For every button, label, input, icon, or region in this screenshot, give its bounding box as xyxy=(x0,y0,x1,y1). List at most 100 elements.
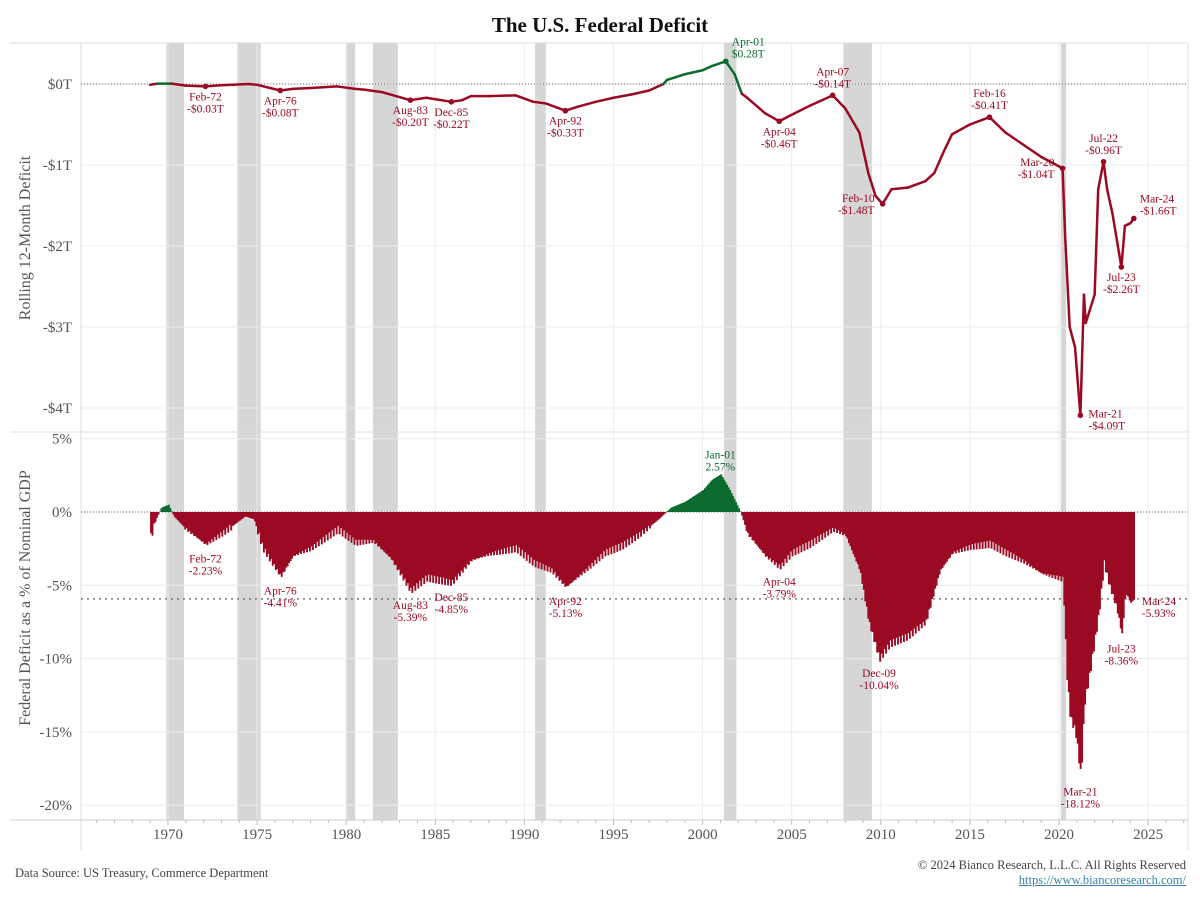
deficit-gdp-bar xyxy=(417,512,420,589)
deficit-gdp-bar xyxy=(824,512,827,538)
annotation-value: -2.23% xyxy=(189,566,223,578)
deficit-gdp-bar xyxy=(362,512,365,545)
deficit-gdp-bar xyxy=(622,512,625,550)
deficit-gdp-bar xyxy=(992,512,994,543)
annotation-value: -$0.08T xyxy=(262,106,299,119)
deficit-gdp-bar xyxy=(901,512,904,636)
top-y-axis-title: Rolling 12-Month Deficit xyxy=(17,155,34,320)
deficit-gdp-bar xyxy=(1125,512,1128,596)
deficit-gdp-bar xyxy=(650,512,653,526)
deficit-gdp-bar xyxy=(972,512,975,550)
deficit-gdp-bar xyxy=(616,512,619,552)
deficit-gdp-bar xyxy=(883,512,886,650)
deficit-gdp-bar xyxy=(892,512,895,640)
deficit-gdp-bar xyxy=(499,512,501,555)
annotation-date: Apr-07 xyxy=(816,66,849,78)
deficit-gdp-bar xyxy=(647,512,650,526)
annotation-label: Jan-012.57% xyxy=(705,449,736,473)
deficit-gdp-bar xyxy=(744,512,746,525)
deficit-gdp-bar xyxy=(513,512,516,553)
deficit-gdp-bar xyxy=(150,512,152,534)
deficit-gdp-bar xyxy=(398,512,400,570)
deficit-gdp-bar xyxy=(230,512,233,531)
annotation-point xyxy=(986,114,993,121)
deficit-gdp-bar xyxy=(224,512,227,535)
deficit-gdp-bar xyxy=(825,512,828,532)
deficit-gdp-bar xyxy=(430,512,433,576)
deficit-gdp-bar xyxy=(646,512,648,532)
deficit-gdp-bar xyxy=(790,512,792,552)
website-link[interactable]: https://www.biancoresearch.com/ xyxy=(1018,873,1186,887)
deficit-gdp-bar xyxy=(1100,512,1103,589)
bottom-y-tick-label: -5% xyxy=(47,578,72,594)
deficit-gdp-bar xyxy=(510,512,513,553)
deficit-gdp-bar xyxy=(258,512,261,533)
deficit-gdp-bar xyxy=(1091,512,1094,655)
deficit-gdp-bar xyxy=(750,512,752,537)
deficit-gdp-bar xyxy=(444,512,446,585)
footer-right: © 2024 Bianco Research, L.L.C. All Right… xyxy=(918,858,1186,888)
deficit-gdp-bar xyxy=(1058,512,1061,577)
deficit-gdp-bar xyxy=(597,512,599,557)
deficit-gdp-bar xyxy=(207,512,210,542)
annotation-point xyxy=(879,201,886,207)
deficit-gdp-bar xyxy=(248,512,250,518)
deficit-gdp-bar xyxy=(649,512,651,529)
annotation-date: Feb-72 xyxy=(189,91,222,103)
deficit-gdp-bar xyxy=(564,512,567,587)
deficit-gdp-bar xyxy=(1078,512,1081,764)
deficit-gdp-bar xyxy=(917,512,920,631)
deficit-gdp-bar xyxy=(791,512,794,557)
deficit-gdp-bar xyxy=(172,512,175,515)
deficit-gdp-bar xyxy=(856,512,859,565)
deficit-gdp-bar xyxy=(674,506,677,512)
annotation-point xyxy=(407,97,414,103)
deficit-gdp-bar xyxy=(943,512,945,566)
deficit-gdp-bar xyxy=(846,512,849,539)
deficit-gdp-bar xyxy=(675,505,678,512)
deficit-gdp-bar xyxy=(971,512,974,545)
deficit-gdp-bar xyxy=(264,512,267,550)
deficit-gdp-bar xyxy=(989,512,991,541)
deficit-gdp-bar xyxy=(652,512,654,525)
annotation-date: Mar-24 xyxy=(1140,193,1175,205)
deficit-gdp-bar xyxy=(352,512,354,538)
deficit-gdp-bar xyxy=(436,512,439,577)
deficit-gdp-bar xyxy=(527,512,530,555)
bottom-y-tick-label: 5% xyxy=(52,432,72,448)
deficit-line-segment xyxy=(941,132,954,155)
deficit-gdp-bar xyxy=(539,512,542,563)
x-tick-label: 1995 xyxy=(599,827,629,843)
deficit-gdp-bar xyxy=(898,512,901,637)
deficit-gdp-bar xyxy=(1014,512,1017,561)
deficit-gdp-bar xyxy=(576,512,579,578)
deficit-gdp-bar xyxy=(262,512,265,553)
deficit-gdp-bar xyxy=(837,512,840,531)
deficit-line-segment xyxy=(665,73,687,82)
annotation-date: Dec-09 xyxy=(862,668,896,680)
deficit-gdp-bar xyxy=(206,512,209,546)
annotation-date: Dec-85 xyxy=(434,592,468,604)
deficit-gdp-bar xyxy=(757,512,760,547)
deficit-gdp-bar xyxy=(1006,512,1009,551)
deficit-gdp-bar xyxy=(153,512,155,524)
deficit-line-segment xyxy=(790,104,811,117)
deficit-gdp-bar xyxy=(852,512,855,554)
deficit-gdp-bar xyxy=(975,512,978,550)
deficit-gdp-bar xyxy=(549,512,552,573)
deficit-gdp-bar xyxy=(1084,512,1087,705)
deficit-line-segment xyxy=(544,102,567,112)
deficit-gdp-bar xyxy=(999,512,1002,554)
deficit-gdp-bar xyxy=(1118,512,1121,618)
deficit-line-segment xyxy=(612,93,633,100)
deficit-gdp-bar xyxy=(304,512,307,550)
deficit-gdp-bar xyxy=(659,512,662,518)
deficit-gdp-bar xyxy=(386,512,389,555)
deficit-gdp-bar xyxy=(402,512,405,581)
deficit-gdp-bar xyxy=(210,512,213,540)
deficit-gdp-bar xyxy=(1038,512,1040,572)
deficit-gdp-bar xyxy=(372,512,375,540)
deficit-gdp-bar xyxy=(818,512,821,542)
deficit-gdp-bar xyxy=(270,512,273,559)
deficit-gdp-bar xyxy=(946,512,948,562)
